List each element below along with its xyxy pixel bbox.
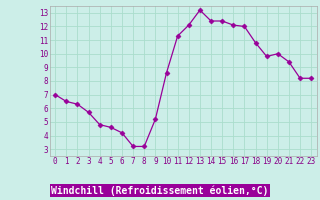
- Text: Windchill (Refroidissement éolien,°C): Windchill (Refroidissement éolien,°C): [51, 186, 269, 196]
